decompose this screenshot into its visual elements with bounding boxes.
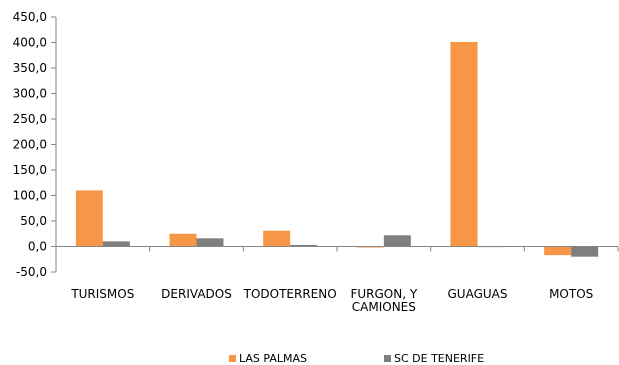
bars bbox=[75, 41, 599, 257]
y-tick-label: 50,0 bbox=[20, 214, 47, 228]
y-tick-label: 250,0 bbox=[13, 112, 47, 126]
y-tick-label: -50,0 bbox=[16, 265, 47, 279]
x-category-label: TURISMOS bbox=[70, 287, 134, 301]
axes bbox=[55, 17, 619, 272]
legend-swatch bbox=[229, 355, 236, 362]
bar-sc-de-tenerife-3 bbox=[383, 235, 411, 247]
legend-label: SC DE TENERIFE bbox=[394, 352, 484, 365]
bar-las-palmas-5 bbox=[544, 246, 572, 256]
y-tick-label: 400,0 bbox=[13, 36, 47, 50]
bar-las-palmas-3 bbox=[356, 246, 384, 248]
bar-las-palmas-2 bbox=[263, 230, 291, 247]
x-axis-category-labels: TURISMOS DERIVADOS TODOTERRENO FURGON, YCAM… bbox=[70, 287, 593, 314]
y-tick-label: 150,0 bbox=[13, 163, 47, 177]
x-category-label: DERIVADOS bbox=[161, 287, 232, 301]
x-category-label: GUAGUAS bbox=[448, 287, 508, 301]
y-tick-label: 200,0 bbox=[13, 138, 47, 152]
legend-swatch bbox=[384, 355, 391, 362]
y-tick-label: 450,0 bbox=[13, 10, 47, 24]
y-tick-label: 100,0 bbox=[13, 189, 47, 203]
bar-las-palmas-4 bbox=[450, 41, 478, 247]
x-category-label: FURGON, Y bbox=[350, 287, 417, 301]
bar-sc-de-tenerife-0 bbox=[102, 241, 130, 247]
y-tick-label: 300,0 bbox=[13, 87, 47, 101]
x-category-label: TODOTERRENO bbox=[243, 287, 337, 301]
legend-label: LAS PALMAS bbox=[239, 352, 307, 365]
bar-las-palmas-0 bbox=[75, 190, 103, 247]
x-category-label: MOTOS bbox=[549, 287, 593, 301]
bar-sc-de-tenerife-1 bbox=[196, 238, 224, 247]
y-tick-label: 350,0 bbox=[13, 61, 47, 75]
y-tick-label: 0,0 bbox=[28, 240, 47, 254]
bar-sc-de-tenerife-5 bbox=[571, 246, 599, 257]
y-axis-ticks: -50,0 0,0 50,0 100,0 150,0 200,0 250,0 300,0 350… bbox=[13, 10, 56, 279]
bar-las-palmas-1 bbox=[169, 233, 197, 247]
x-category-label: CAMIONES bbox=[352, 300, 416, 314]
legend: LAS PALMAS SC DE TENERIFE bbox=[229, 352, 484, 365]
bar-sc-de-tenerife-2 bbox=[290, 244, 318, 247]
